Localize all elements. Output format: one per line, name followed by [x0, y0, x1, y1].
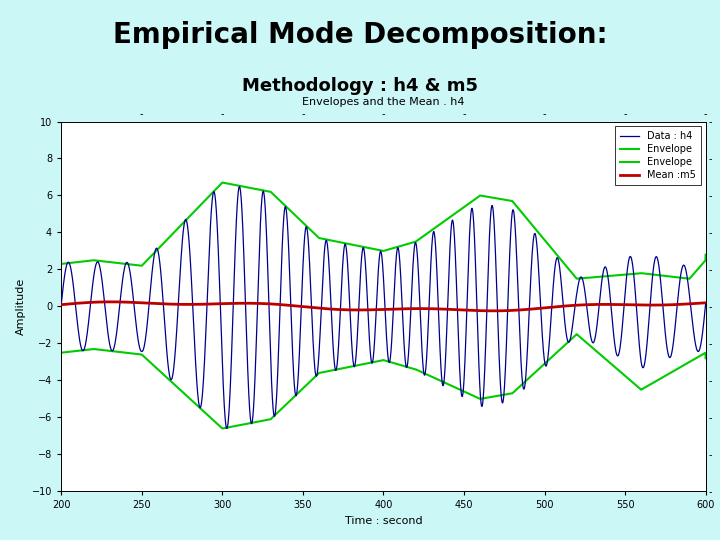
- Envelope: [218, 426, 227, 432]
- Envelope: [685, 275, 694, 282]
- Envelope: [701, 355, 710, 361]
- Data : h4: (200, 0.0956): h4: (200, 0.0956): [57, 301, 66, 308]
- Mean :m5: [107, 299, 115, 305]
- X-axis label: Time : second: Time : second: [345, 516, 422, 526]
- Envelope: [689, 356, 698, 363]
- Envelope: [304, 380, 312, 386]
- Title: Envelopes and the Mean . h4: Envelopes and the Mean . h4: [302, 97, 464, 106]
- Envelope: [332, 366, 341, 373]
- Envelope: [620, 372, 629, 378]
- Mean :m5: [57, 301, 66, 308]
- Mean :m5: [168, 301, 177, 307]
- Y-axis label: Amplitude: Amplitude: [17, 278, 26, 335]
- Line: Envelope: Envelope: [61, 334, 706, 429]
- Envelope: [701, 252, 710, 258]
- Data : h4: (371, -3.32): h4: (371, -3.32): [333, 364, 341, 371]
- Text: Methodology : h4 & m5: Methodology : h4 & m5: [242, 77, 478, 96]
- Envelope: [168, 230, 177, 237]
- Envelope: [218, 179, 227, 186]
- Envelope: [332, 238, 341, 245]
- Data : h4: (600, 0.129): h4: (600, 0.129): [701, 301, 710, 307]
- Envelope: [130, 350, 139, 357]
- Data : h4: (269, -3.65): h4: (269, -3.65): [168, 371, 177, 377]
- Data : h4: (246, -0.267): h4: (246, -0.267): [130, 308, 139, 315]
- Mean :m5: [130, 299, 139, 306]
- Mean :m5: [304, 304, 312, 310]
- Envelope: [304, 225, 312, 231]
- Mean :m5: [489, 308, 498, 314]
- Envelope: [572, 331, 581, 338]
- Line: Mean :m5: Mean :m5: [61, 302, 706, 311]
- Text: Empirical Mode Decomposition:: Empirical Mode Decomposition:: [113, 22, 607, 50]
- Data : h4: (311, 6.48): h4: (311, 6.48): [235, 184, 243, 190]
- Line: Data : h4: Data : h4: [61, 187, 706, 428]
- Data : h4: (354, 3.16): h4: (354, 3.16): [305, 245, 313, 251]
- Legend: Data : h4, Envelope, Envelope, Mean :m5: Data : h4, Envelope, Envelope, Mean :m5: [615, 126, 701, 185]
- Mean :m5: [620, 301, 629, 308]
- Envelope: [619, 272, 628, 278]
- Envelope: [57, 261, 66, 267]
- Envelope: [130, 262, 139, 268]
- Mean :m5: [701, 300, 710, 306]
- Envelope: [689, 271, 698, 278]
- Envelope: [168, 380, 177, 387]
- Envelope: [57, 349, 66, 356]
- Data : h4: (592, -1.25): h4: (592, -1.25): [689, 326, 698, 333]
- Line: Envelope: Envelope: [61, 183, 706, 279]
- Mean :m5: [332, 306, 341, 313]
- Data : h4: (549, -0.0423): h4: (549, -0.0423): [620, 304, 629, 310]
- Data : h4: (303, -6.6): h4: (303, -6.6): [222, 425, 231, 431]
- Mean :m5: [689, 300, 698, 307]
